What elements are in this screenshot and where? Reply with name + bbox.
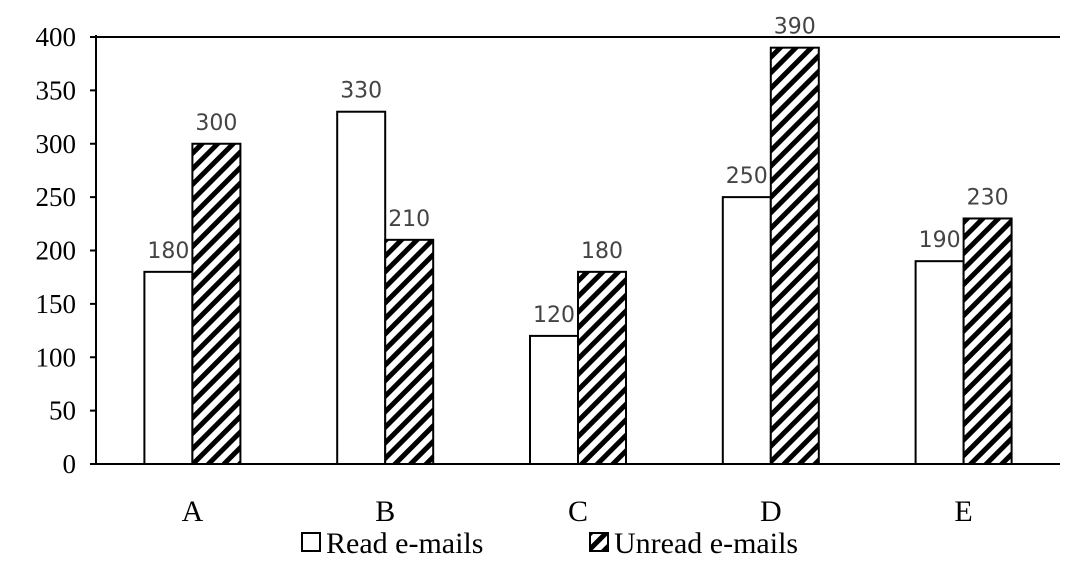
bar-unread (191, 142, 242, 465)
y-tick-label: 100 (36, 342, 77, 372)
y-tick-label: 0 (63, 449, 77, 479)
y-tick-label: 150 (36, 289, 77, 319)
x-tick-label: C (568, 495, 588, 528)
bar-unread (962, 217, 1013, 465)
bar-read (914, 260, 965, 465)
y-tick-label: 400 (36, 22, 77, 52)
y-tick-label: 250 (36, 182, 77, 212)
data-label: 180 (581, 239, 623, 264)
legend: Read e-mails Unread e-mails (301, 527, 798, 560)
data-label: 230 (967, 185, 1009, 210)
bars (143, 46, 1013, 466)
bar-read (336, 110, 387, 465)
y-tick-label: 200 (36, 236, 77, 266)
x-tick-label: B (375, 495, 395, 528)
data-label: 390 (774, 15, 816, 40)
data-label: 180 (147, 239, 189, 264)
data-label: 190 (919, 228, 961, 253)
data-label: 330 (340, 79, 382, 104)
x-tick-label: D (760, 495, 782, 528)
x-tick-label: A (182, 495, 204, 528)
bar-read (143, 270, 194, 465)
axes: 0 50 100 150 200 250 300 350 400 A B C D E (36, 22, 1060, 528)
data-label: 250 (726, 164, 768, 189)
bar-read (721, 196, 772, 465)
bar-unread (577, 270, 627, 465)
legend-swatch-unread (589, 532, 609, 552)
data-label: 210 (388, 207, 430, 232)
bar-unread (384, 238, 435, 465)
data-label: 300 (195, 111, 237, 136)
data-labels: 180 330 120 250 190 300 210 180 390 230 (147, 15, 1008, 328)
legend-label-unread: Unread e-mails (614, 527, 798, 560)
bar-read (529, 334, 579, 465)
legend-swatch-read (301, 532, 321, 552)
legend-label-read: Read e-mails (326, 527, 483, 560)
y-tick-label: 300 (36, 129, 77, 159)
bar-unread (769, 46, 820, 466)
y-tick-label: 50 (49, 396, 76, 426)
y-tick-label: 350 (36, 75, 77, 105)
x-tick-label: E (954, 495, 972, 528)
data-label: 120 (533, 303, 575, 328)
